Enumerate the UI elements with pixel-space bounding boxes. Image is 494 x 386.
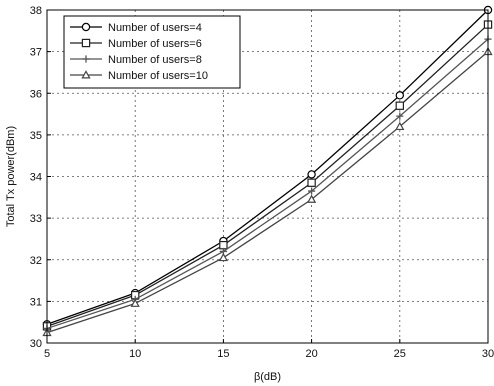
y-tick-label: 35 xyxy=(30,130,42,142)
series-line xyxy=(46,51,489,334)
data-point-plus xyxy=(82,55,90,63)
data-point-triangle xyxy=(218,252,229,262)
series-group xyxy=(42,5,493,337)
x-axis-label: β(dB) xyxy=(254,371,281,383)
y-tick-label: 37 xyxy=(30,47,42,59)
legend-label: Number of users=10 xyxy=(108,70,208,82)
legend-item: Number of users=8 xyxy=(70,54,202,66)
legend-label: Number of users=4 xyxy=(108,22,202,34)
tick-labels: 5 10 15 20 25 30 30 31 32 33 34 35 36 37 38 xyxy=(30,5,494,360)
legend-item: Number of users=6 xyxy=(70,38,202,50)
data-point-triangle xyxy=(81,70,91,79)
data-point-circle xyxy=(307,170,316,179)
data-point-triangle xyxy=(306,194,317,203)
series-line xyxy=(46,38,489,330)
legend-item: Number of users=10 xyxy=(70,70,208,82)
data-point-square xyxy=(307,178,316,187)
y-tick-label: 36 xyxy=(30,88,42,100)
data-point-circle xyxy=(395,91,404,100)
plot-frame xyxy=(46,9,489,344)
x-tick-label: 5 xyxy=(44,348,50,360)
x-tick-label: 15 xyxy=(217,348,229,360)
legend: Number of users=4 Number of users=6 Number… xyxy=(63,15,241,89)
data-point-plus xyxy=(396,112,404,120)
series-line xyxy=(46,9,489,325)
data-point-square xyxy=(81,38,91,48)
data-point-square xyxy=(219,240,228,250)
y-tick-label: 33 xyxy=(30,213,42,225)
data-point-circle xyxy=(81,22,91,32)
data-point-plus xyxy=(308,187,316,195)
x-tick-label: 30 xyxy=(482,348,494,360)
series-line xyxy=(46,24,489,327)
legend-box xyxy=(63,15,241,89)
data-point-square xyxy=(395,101,405,110)
y-tick-label: 34 xyxy=(30,172,42,184)
series-4 xyxy=(42,46,493,337)
y-tick-label: 30 xyxy=(30,338,42,350)
data-point-triangle xyxy=(130,298,140,307)
legend-label: Number of users=8 xyxy=(108,54,202,66)
y-tick-label: 32 xyxy=(30,255,42,267)
legend-item: Number of users=4 xyxy=(70,22,202,34)
x-tick-label: 25 xyxy=(394,348,406,360)
data-point-triangle xyxy=(395,121,405,131)
series-3 xyxy=(43,35,492,333)
y-axis-label: Total Tx power(dBm) xyxy=(5,126,17,227)
y-tick-label: 38 xyxy=(30,5,42,17)
x-tick-label: 10 xyxy=(129,348,141,360)
y-tick-label: 31 xyxy=(30,296,42,308)
x-tick-label: 20 xyxy=(305,348,317,360)
legend-label: Number of users=6 xyxy=(108,38,202,50)
